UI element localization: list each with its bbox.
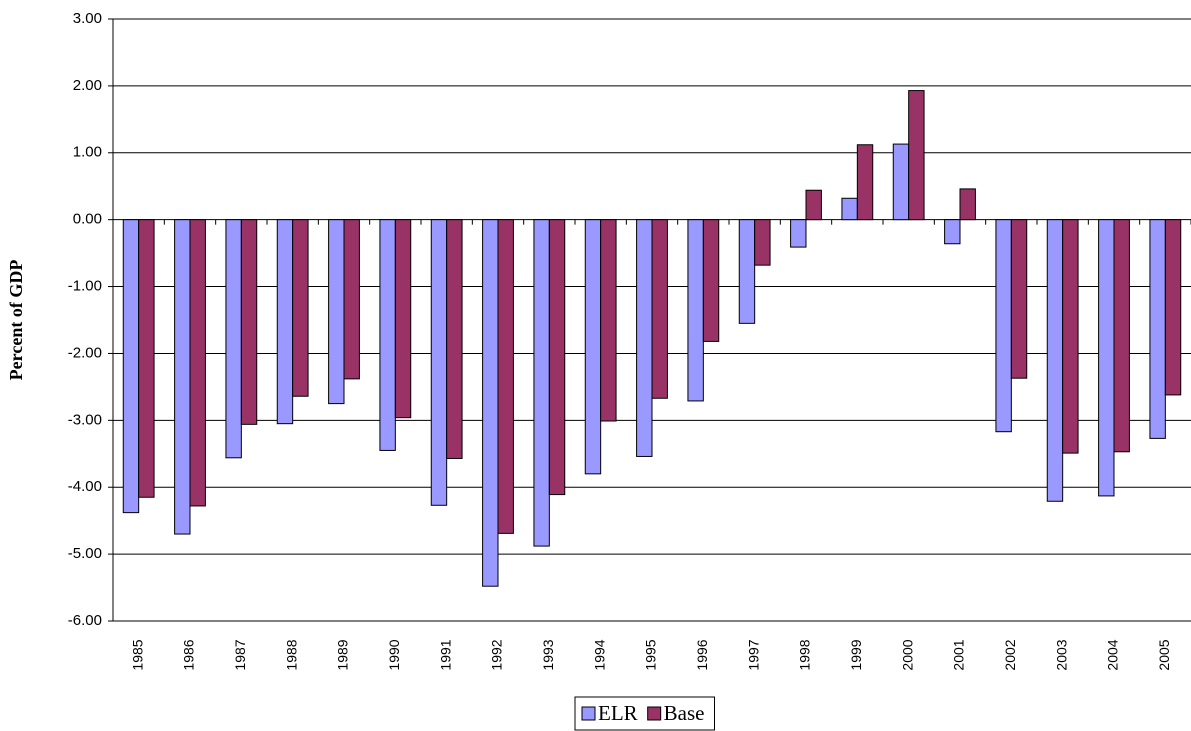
bar: [240, 219, 258, 425]
legend-swatch: [581, 706, 596, 721]
bar: [995, 219, 1012, 433]
bar: [343, 219, 360, 380]
x-tick-label: 1997: [745, 639, 761, 670]
x-tick-label: 2001: [951, 639, 967, 670]
y-tick-label: -3.00: [68, 411, 102, 428]
bar: [394, 219, 412, 419]
y-tick-label: -6.00: [68, 612, 102, 629]
y-tick-label: -1.00: [68, 278, 102, 295]
x-tick-label: 2000: [899, 639, 915, 670]
x-tick-label: 1993: [540, 639, 556, 670]
legend: ELR Base: [574, 696, 715, 731]
bar: [122, 219, 140, 514]
x-tick-label: 2002: [1002, 639, 1018, 670]
bar: [225, 219, 242, 459]
bar: [328, 219, 345, 405]
bar: [497, 219, 514, 534]
y-tick-label: -5.00: [68, 545, 102, 562]
x-tick-label: 1989: [335, 639, 351, 670]
bar: [446, 219, 463, 459]
bar: [1113, 219, 1130, 453]
x-tick-label: 1990: [386, 639, 402, 670]
x-tick-label: 1985: [129, 639, 145, 670]
bar: [959, 188, 976, 221]
y-tick-label: 3.00: [73, 10, 102, 27]
bar: [1010, 219, 1028, 379]
bar: [1164, 219, 1182, 396]
bar: [944, 219, 961, 245]
bar: [754, 219, 771, 266]
x-tick-label: 1999: [848, 639, 864, 670]
bar: [533, 219, 550, 547]
legend-label: ELR: [598, 701, 638, 725]
x-tick-label: 1998: [797, 639, 813, 670]
y-tick-label: 1.00: [73, 144, 102, 161]
legend-swatch: [647, 706, 662, 721]
legend-box: [574, 696, 715, 731]
bar: [1149, 219, 1166, 439]
x-tick-label: 1996: [694, 639, 710, 670]
bar: [548, 219, 566, 496]
bar: [805, 189, 822, 221]
bar: [702, 219, 720, 342]
bar: [276, 219, 294, 425]
bar: [687, 219, 704, 402]
x-tick-label: 1991: [437, 639, 453, 670]
x-tick-label: 1994: [591, 639, 607, 670]
bar: [189, 219, 206, 507]
bar: [138, 219, 155, 498]
bar: [892, 143, 910, 221]
x-tick-label: 1987: [232, 639, 248, 670]
x-tick-label: 1992: [489, 639, 505, 670]
x-tick-label: 1988: [283, 639, 299, 670]
bar: [584, 219, 602, 475]
x-tick-label: 1995: [643, 639, 659, 670]
y-tick-label: -2.00: [68, 344, 102, 361]
x-tick-label: 2003: [1053, 639, 1069, 670]
bar: [856, 144, 874, 221]
x-tick-label: 2005: [1156, 639, 1172, 670]
y-tick-label: 2.00: [73, 77, 102, 94]
bar: [600, 219, 617, 422]
bar: [790, 219, 807, 248]
y-axis-label: Percent of GDP: [6, 260, 26, 381]
y-tick-label: -4.00: [68, 478, 102, 495]
bar: [379, 219, 396, 451]
bar: [841, 197, 858, 221]
bar: [1098, 219, 1115, 497]
bar: [174, 219, 191, 535]
bar: [482, 219, 499, 587]
bar: [636, 219, 653, 457]
legend-label: Base: [664, 701, 705, 725]
bar: [1062, 219, 1079, 454]
y-tick-label: 0.00: [73, 211, 102, 228]
bar: [292, 219, 309, 397]
bar: [1046, 219, 1064, 502]
bar: [430, 219, 448, 506]
x-tick-label: 2004: [1105, 639, 1121, 670]
bar: [651, 219, 668, 399]
bar: [738, 219, 756, 324]
x-tick-label: 1986: [181, 639, 197, 670]
bar: [908, 90, 925, 221]
